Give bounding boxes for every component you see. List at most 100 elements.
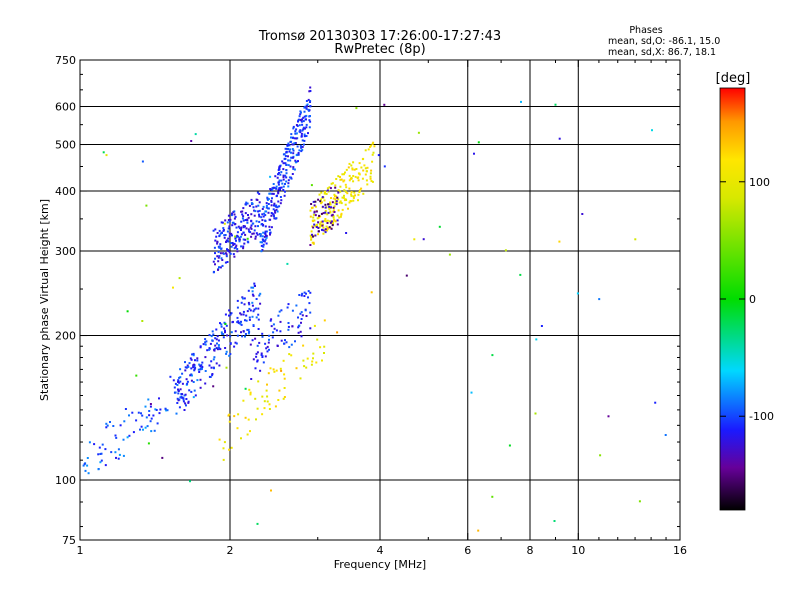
data-point — [293, 168, 296, 171]
data-point — [179, 396, 182, 399]
data-point — [260, 216, 263, 219]
data-point — [228, 309, 231, 312]
data-point — [186, 380, 189, 383]
data-point — [294, 132, 297, 135]
data-point — [234, 341, 237, 344]
data-point — [254, 237, 257, 240]
data-point — [149, 403, 152, 405]
data-point — [260, 352, 263, 355]
data-point — [310, 206, 313, 209]
data-point — [226, 249, 229, 252]
data-point — [282, 178, 285, 181]
data-point — [287, 159, 290, 162]
data-point — [214, 257, 216, 260]
data-point — [304, 106, 307, 109]
data-point — [301, 123, 304, 126]
data-point — [145, 416, 148, 419]
data-point — [322, 226, 325, 229]
colorbar-tick-label: -100 — [749, 410, 774, 423]
data-point — [279, 320, 282, 323]
data-point — [196, 379, 199, 382]
data-point — [297, 118, 300, 121]
x-tick-label: 2 — [227, 544, 234, 557]
data-point — [328, 226, 331, 229]
data-point — [247, 241, 250, 244]
data-point — [309, 234, 312, 237]
data-point — [244, 319, 246, 322]
data-point — [208, 364, 211, 367]
data-point — [276, 206, 279, 209]
data-point — [279, 188, 281, 191]
data-point — [227, 219, 230, 221]
data-point — [265, 206, 268, 209]
data-point — [139, 428, 141, 431]
data-point — [306, 103, 309, 106]
data-point — [240, 220, 243, 223]
data-point — [250, 198, 253, 201]
data-point — [277, 191, 280, 194]
data-point — [277, 399, 280, 401]
data-point — [199, 345, 202, 348]
data-point — [540, 325, 543, 327]
data-point — [312, 213, 315, 216]
data-point — [335, 203, 338, 206]
data-point — [364, 167, 367, 170]
data-point — [261, 335, 264, 338]
data-point — [222, 252, 225, 255]
data-point — [181, 393, 184, 396]
data-point — [227, 227, 230, 230]
data-point — [197, 368, 200, 371]
data-point — [150, 417, 153, 420]
data-point — [357, 176, 360, 179]
data-point — [242, 247, 245, 250]
data-point — [367, 148, 370, 151]
data-point — [251, 202, 254, 205]
data-point — [292, 166, 295, 169]
data-point — [324, 206, 327, 209]
data-point — [369, 172, 372, 175]
data-point — [205, 340, 208, 343]
data-point — [219, 266, 222, 269]
data-point — [264, 219, 267, 222]
data-point — [184, 361, 186, 364]
data-point — [322, 212, 325, 215]
data-point — [210, 360, 213, 363]
data-point — [337, 198, 340, 201]
data-point — [224, 219, 227, 222]
data-point — [161, 456, 164, 459]
data-point — [299, 312, 302, 315]
data-point — [310, 184, 313, 187]
data-point — [295, 132, 298, 135]
data-point — [234, 330, 237, 333]
data-point — [252, 286, 255, 289]
data-point — [182, 400, 185, 403]
data-point — [234, 223, 237, 225]
data-point — [214, 239, 217, 242]
data-point — [305, 118, 307, 121]
phases-x-stats: mean, sd,X: 86.7, 18.1 — [608, 47, 716, 58]
data-point — [301, 129, 304, 132]
data-point — [339, 178, 342, 181]
data-point — [236, 334, 239, 337]
data-point — [173, 386, 176, 389]
data-point — [310, 236, 313, 239]
data-point — [309, 291, 312, 294]
data-point — [114, 451, 117, 454]
data-point — [93, 443, 96, 446]
data-point — [174, 391, 177, 394]
data-point — [270, 325, 273, 328]
data-point — [353, 168, 356, 171]
data-point — [274, 211, 277, 214]
data-point — [248, 307, 251, 310]
data-point — [305, 126, 308, 129]
data-point — [253, 229, 256, 232]
data-point — [318, 214, 321, 217]
data-point — [258, 341, 261, 344]
data-point — [233, 255, 236, 258]
data-point — [344, 171, 346, 174]
data-point — [324, 209, 327, 212]
data-point — [297, 120, 299, 123]
data-point — [290, 343, 293, 346]
data-point — [240, 227, 243, 230]
data-point — [252, 358, 255, 361]
